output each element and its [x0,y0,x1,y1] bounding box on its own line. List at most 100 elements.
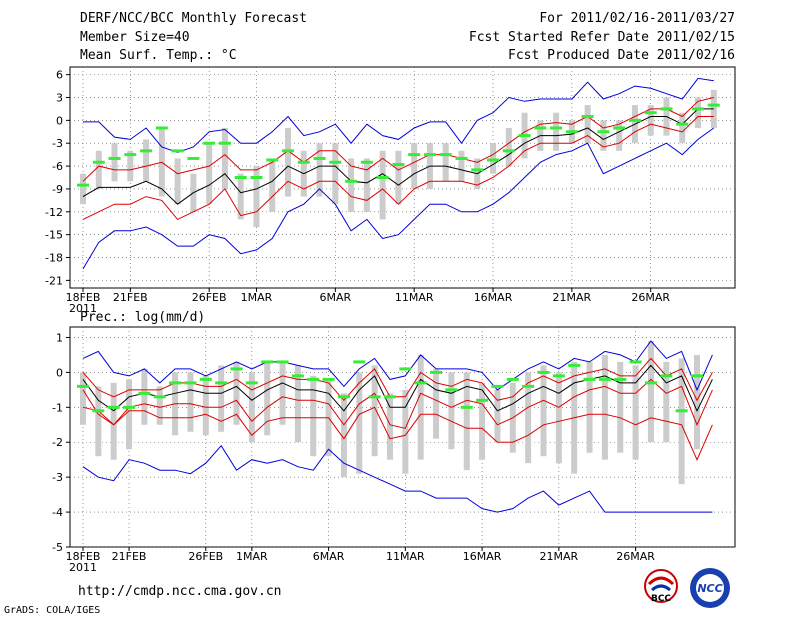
spread-box [494,389,501,443]
spread-box [448,372,455,450]
x-tick-label: 18FEB [66,550,101,563]
series-line-mean [82,108,714,205]
x-tick-label: 6MAR [319,291,351,304]
x-tick-label: 11MAR [395,291,434,304]
y-tick-label: 0 [56,366,63,379]
x-tick-label: 26FEB [188,550,223,563]
series-line-max [82,340,713,392]
x-tick-label: 16MAR [463,550,502,563]
spread-box [601,354,608,460]
x-tick-label: 16MAR [474,291,513,304]
spread-box [202,375,209,436]
spread-box [694,354,700,450]
spread-box [371,365,378,457]
spread-box [555,372,562,464]
spread-box [411,143,418,189]
spread-box [695,97,702,128]
spread-box [387,393,393,460]
spread-box [174,158,181,205]
refer-date: Fcst Started Refer Date 2011/02/15 [468,30,735,45]
x-tick-label: 26FEB [192,291,227,304]
spread-box [458,150,465,182]
y-tick-label: -3 [52,471,63,484]
spread-box [340,393,347,478]
y-tick-label: 0 [56,114,63,127]
spread-box [111,143,118,182]
x-tick-label: 1MAR [236,550,268,563]
spread-box [127,150,134,182]
spread-box [264,361,271,436]
spread-box [279,361,286,425]
y-tick-label: -9 [52,183,63,196]
bcc-logo-text: BCC [651,594,671,604]
ncc-logo-icon: NCC [690,568,730,608]
produced-date: Fcst Produced Date 2011/02/16 [508,48,735,63]
spread-box [310,375,317,457]
plot-frame [69,66,736,289]
spread-box [253,166,260,228]
spread-box [218,365,225,432]
variable-label: Mean Surf. Temp.: °C [80,48,237,63]
x-tick-label: 21FEB [113,291,148,304]
spread-box [269,158,276,212]
forecast-period: For 2011/02/16-2011/03/27 [539,11,735,26]
spread-box [553,112,560,151]
y-tick-label: -3 [52,137,63,150]
spread-box [294,365,301,443]
spread-box [395,150,402,205]
spread-box [95,386,102,457]
series-line-min [82,444,713,513]
y-tick-label: -2 [52,436,63,449]
y-tick-label: -5 [52,541,63,554]
spread-box [126,379,133,450]
spread-box [348,158,355,212]
spread-box [402,389,409,474]
spread-box [332,143,339,205]
series-line-max [83,77,714,153]
y-tick-label: -12 [45,206,63,219]
series-line-lower [82,378,713,429]
spread-box [632,365,639,460]
ncc-logo-text: NCC [697,582,722,595]
spread-box [95,150,102,189]
x-tick-label: 26MAR [616,550,655,563]
spread-box [141,368,148,425]
spread-box [156,386,163,425]
spread-box [110,382,117,460]
spread-box [616,120,623,151]
footer-url[interactable]: http://cmdp.ncc.cma.gov.cn [78,584,282,599]
spread-box [663,361,670,443]
spread-box [479,382,486,460]
spread-box [316,143,323,197]
x-tick-label: 18FEB [66,291,101,304]
spread-box [490,143,497,174]
x-tick-label: 26MAR [631,291,670,304]
spread-box [540,365,547,457]
member-size: Member Size=40 [80,30,190,45]
y-tick-label: -1 [52,401,63,414]
x-tick-label: 21FEB [112,550,147,563]
spread-box [417,354,424,460]
spread-box [647,340,654,443]
y-tick-label: 3 [56,91,63,104]
spread-box [285,127,292,197]
x-tick-label: 6MAR [313,550,345,563]
y-tick-label: -15 [45,229,63,242]
spread-box [525,372,532,464]
spread-box [679,112,686,144]
spread-box [363,158,370,212]
y-tick-label: 1 [56,331,63,344]
x-tick-label: 21MAR [553,291,592,304]
spread-box [143,139,150,182]
spread-box [356,372,363,474]
series-line-min [82,127,715,270]
series-line-upper [82,97,714,182]
spread-box [586,361,593,453]
spread-box [463,372,470,471]
y-tick-label: -21 [45,274,63,287]
spread-box [617,361,624,453]
y-tick-label: 6 [56,69,63,82]
x-tick-label: 11MAR [386,550,425,563]
x-year-label: 2011 [69,561,97,574]
